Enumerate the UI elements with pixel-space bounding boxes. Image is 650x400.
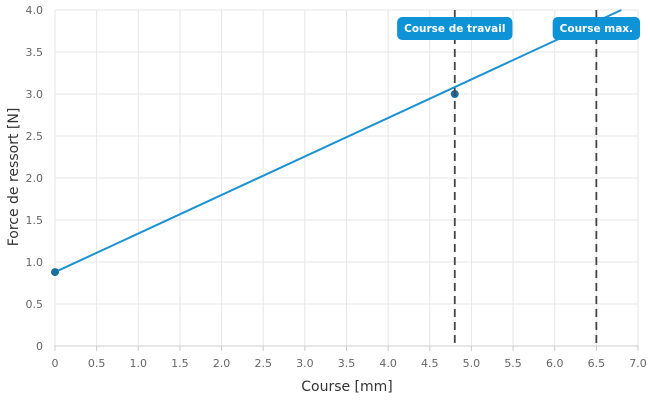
y-tick-label: 4.0 — [26, 4, 44, 17]
x-tick-label: 6.5 — [588, 357, 606, 370]
y-tick-label: 3.0 — [26, 88, 44, 101]
x-tick-label: 7.0 — [629, 357, 647, 370]
x-tick-label: 6.0 — [546, 357, 564, 370]
y-tick-label: 0 — [36, 340, 43, 353]
y-axis-title: Force de ressort [N] — [6, 108, 22, 247]
reference-label: Course de travail — [404, 23, 505, 35]
x-tick-label: 4.5 — [421, 357, 439, 370]
reference-flag: Course de travail — [397, 17, 513, 40]
x-tick-label: 5.5 — [504, 357, 522, 370]
y-tick-label: 1.5 — [26, 214, 44, 227]
reference-lines: Course de travail Course max. — [397, 10, 641, 346]
x-tick-label: 0 — [52, 357, 59, 370]
reference-flag: Course max. — [552, 17, 641, 40]
y-tick-label: 1.0 — [26, 256, 44, 269]
y-tick-label: 3.5 — [26, 46, 44, 59]
x-tick-label: 2.0 — [213, 357, 231, 370]
y-tick-label: 0.5 — [26, 298, 44, 311]
series-layer — [51, 9, 622, 277]
reference-label: Course max. — [560, 23, 633, 35]
x-tick-label: 3.5 — [338, 357, 356, 370]
x-tick-label: 3.0 — [296, 357, 314, 370]
reference-flag-box — [552, 17, 641, 40]
x-tick-label: 2.5 — [254, 357, 272, 370]
y-axis-ticks: 0 0.5 1.0 1.5 2.0 2.5 3.0 3.5 4.0 — [26, 4, 44, 353]
x-tick-label: 4.0 — [379, 357, 397, 370]
grid — [54, 9, 639, 347]
x-axis-ticks: 0 0.5 1.0 1.5 2.0 2.5 3.0 3.5 4.0 4.5 5.0 5.5 6.0 6.5… — [52, 346, 647, 370]
x-axis-title: Course [mm] — [301, 379, 393, 395]
x-tick-label: 5.0 — [463, 357, 481, 370]
data-point — [51, 268, 59, 277]
reference-flag-box — [397, 17, 513, 40]
series-line — [54, 9, 622, 273]
x-tick-label: 1.5 — [171, 357, 189, 370]
x-tick-label: 0.5 — [88, 357, 106, 370]
y-tick-label: 2.5 — [26, 130, 44, 143]
x-tick-label: 1.0 — [130, 357, 148, 370]
y-tick-label: 2.0 — [26, 172, 44, 185]
